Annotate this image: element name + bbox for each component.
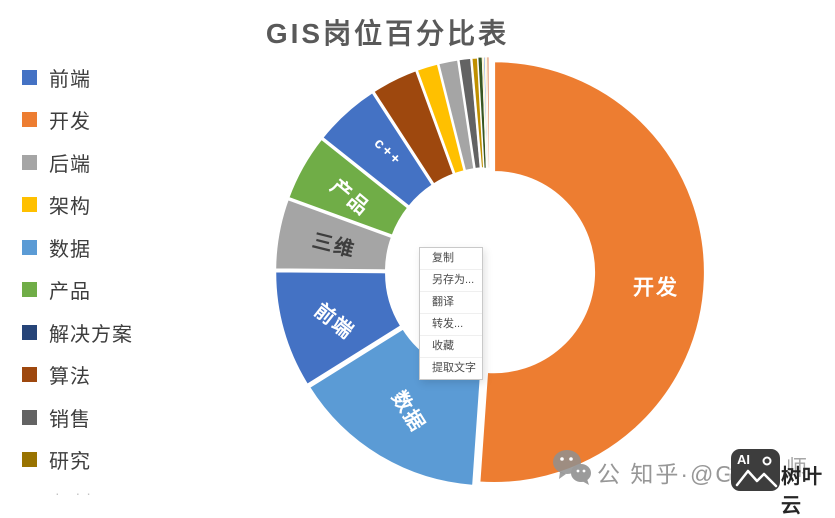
legend-label: 架构 bbox=[49, 196, 91, 219]
legend-item-研究: 研究 bbox=[22, 439, 133, 482]
chart-title: GIS岗位百分比表 bbox=[265, 18, 510, 49]
legend-item-架构: 架构 bbox=[22, 184, 133, 227]
legend-label: 解决方案 bbox=[49, 323, 133, 346]
legend-item-后端: 后端 bbox=[22, 141, 133, 184]
legend-more-indicator: · ·· bbox=[55, 485, 97, 501]
context-menu-item[interactable]: 翻译 bbox=[420, 291, 482, 313]
legend-swatch-icon bbox=[22, 409, 37, 425]
legend-label: 前端 bbox=[49, 68, 91, 91]
legend-swatch-icon bbox=[22, 324, 37, 340]
legend-label: 开发 bbox=[49, 111, 91, 134]
legend-item-产品: 产品 bbox=[22, 269, 133, 312]
legend-label: 算法 bbox=[49, 366, 91, 389]
legend-item-数据: 数据 bbox=[22, 226, 133, 269]
page: GIS岗位百分比表 前端 开发 后端 架构 数据 产品 解决方案 算法 销售 研究 · ·· 开发… bbox=[22, 18, 822, 517]
context-menu-item[interactable]: 转发... bbox=[420, 313, 482, 335]
legend-swatch-icon bbox=[22, 239, 37, 255]
legend-item-销售: 销售 bbox=[22, 396, 133, 439]
legend-swatch-icon bbox=[22, 367, 37, 383]
chart-legend: 前端开发后端架构数据产品解决方案算法销售研究 bbox=[22, 56, 133, 481]
legend-label: 销售 bbox=[49, 408, 91, 431]
legend-swatch-icon bbox=[22, 69, 37, 85]
context-menu-item[interactable]: 另存为... bbox=[420, 269, 482, 291]
legend-swatch-icon bbox=[22, 154, 37, 170]
legend-swatch-icon bbox=[22, 452, 37, 468]
legend-swatch-icon bbox=[22, 197, 37, 213]
image-mountain-icon bbox=[735, 456, 778, 488]
legend-item-解决方案: 解决方案 bbox=[22, 311, 133, 354]
context-menu-item[interactable]: 提取文字 bbox=[420, 357, 482, 379]
watermark-obscured-text: 师 bbox=[786, 457, 807, 480]
context-menu: 复制另存为... 翻译 转发... 收藏 提取文字 bbox=[419, 247, 483, 380]
slice-label-开发: 开发 bbox=[633, 276, 679, 300]
wechat-icon bbox=[553, 450, 591, 485]
legend-label: 产品 bbox=[49, 281, 91, 304]
pie-slice-sliver-4 bbox=[486, 56, 490, 169]
legend-label: 数据 bbox=[49, 238, 91, 261]
pie-slice-三维 bbox=[273, 197, 394, 272]
legend-swatch-icon bbox=[22, 282, 37, 298]
legend-swatch-icon bbox=[22, 112, 37, 128]
legend-item-前端: 前端 bbox=[22, 56, 133, 99]
pie-slice-产品 bbox=[286, 137, 410, 238]
context-menu-item[interactable]: 复制 bbox=[432, 252, 454, 264]
pie-slice-开发 bbox=[478, 60, 707, 485]
context-menu-item[interactable]: 收藏 bbox=[420, 335, 482, 357]
pie-slice-前端 bbox=[274, 270, 403, 387]
brand-watermark: 树叶云 bbox=[781, 466, 823, 517]
legend-item-开发: 开发 bbox=[22, 99, 133, 142]
ai-image-badge-icon: AI bbox=[731, 449, 780, 491]
legend-label: 后端 bbox=[49, 153, 91, 176]
ai-badge-label: AI bbox=[737, 452, 750, 467]
legend-item-算法: 算法 bbox=[22, 354, 133, 397]
legend-label: 研究 bbox=[49, 451, 91, 474]
